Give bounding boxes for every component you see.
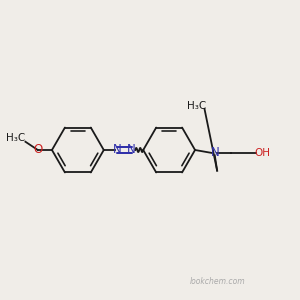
Text: N: N [210,146,219,159]
Text: O: O [33,143,42,157]
Text: N: N [128,143,136,157]
Text: H₃C: H₃C [6,133,26,143]
Text: lookchem.com: lookchem.com [190,277,245,286]
Text: OH: OH [254,148,270,158]
Text: H₃C: H₃C [187,101,206,111]
Text: N: N [112,143,122,157]
